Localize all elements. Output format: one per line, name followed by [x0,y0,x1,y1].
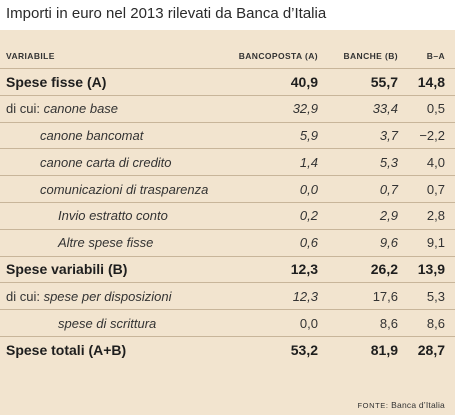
bancoposta-value: 12,3 [234,255,324,283]
bancoposta-value: 5,9 [234,121,324,149]
difference-value: 8,6 [406,309,455,337]
source-label: FONTE: [357,401,389,410]
row-label: Spese variabili (B) [0,255,234,283]
banche-value: 9,6 [324,228,406,257]
header-bancoposta: BANCOPOSTA (A) [238,51,318,61]
header-row: VARIABILE BANCOPOSTA (A) BANCHE (B) B–A [0,44,455,69]
banche-value: 33,4 [324,94,406,123]
banche-value: 55,7 [324,68,406,96]
table-row: spese di scrittura 0,0 8,6 8,6 [0,309,455,337]
data-table: VARIABILE BANCOPOSTA (A) BANCHE (B) B–A … [0,44,455,363]
banche-value: 8,6 [324,309,406,337]
table-row: Altre spese fisse 0,6 9,6 9,1 [0,228,455,257]
bancoposta-value: 0,6 [234,228,324,257]
source-text: Banca d’Italia [391,400,445,410]
table-row: canone bancomat 5,9 3,7 −2,2 [0,121,455,149]
row-label: Altre spese fisse [0,228,234,257]
row-label: Spese fisse (A) [0,68,234,96]
table-panel: VARIABILE BANCOPOSTA (A) BANCHE (B) B–A … [0,30,455,415]
row-label: Spese totali (A+B) [0,335,234,363]
table-row: comunicazioni di trasparenza 0,0 0,7 0,7 [0,175,455,203]
source-note: FONTE: Banca d’Italia [357,400,445,410]
bancoposta-value: 0,2 [234,201,324,230]
row-label: Invio estratto conto [0,201,234,230]
banche-value: 0,7 [324,175,406,203]
banche-value: 3,7 [324,121,406,149]
bancoposta-value: 53,2 [234,335,324,363]
banche-value: 5,3 [324,148,406,176]
table-row: Spese fisse (A) 40,9 55,7 14,8 [0,68,455,96]
difference-value: 0,5 [406,94,455,123]
difference-value: −2,2 [406,121,455,149]
banche-value: 17,6 [324,282,406,310]
row-label: di cui: canone base [0,94,234,123]
difference-value: 9,1 [406,228,455,257]
row-label: di cui: spese per disposizioni [0,282,234,310]
bancoposta-value: 40,9 [234,68,324,96]
table-row: Spese variabili (B) 12,3 26,2 13,9 [0,255,455,283]
banche-value: 26,2 [324,255,406,283]
row-prefix: di cui: [6,101,44,117]
banche-value: 2,9 [324,201,406,230]
table-row: canone carta di credito 1,4 5,3 4,0 [0,148,455,176]
difference-value: 4,0 [406,148,455,176]
bancoposta-value: 12,3 [234,282,324,310]
table-row: Invio estratto conto 0,2 2,9 2,8 [0,201,455,230]
table-row: di cui: spese per disposizioni 12,3 17,6… [0,282,455,310]
header-difference: B–A [426,51,445,61]
difference-value: 14,8 [406,68,455,96]
header-banche: BANCHE (B) [343,51,398,61]
row-label: spese di scrittura [0,309,234,337]
row-label: comunicazioni di trasparenza [0,175,234,203]
difference-value: 0,7 [406,175,455,203]
difference-value: 2,8 [406,201,455,230]
table-row: di cui: canone base 32,9 33,4 0,5 [0,94,455,123]
row-prefix: di cui: [6,288,44,304]
bancoposta-value: 32,9 [234,94,324,123]
difference-value: 5,3 [406,282,455,310]
bancoposta-value: 0,0 [234,175,324,203]
header-variabile: VARIABILE [6,51,55,61]
table-title: Importi in euro nel 2013 rilevati da Ban… [6,5,327,22]
bancoposta-value: 1,4 [234,148,324,176]
table-row: Spese totali (A+B) 53,2 81,9 28,7 [0,335,455,363]
banche-value: 81,9 [324,335,406,363]
difference-value: 28,7 [406,335,455,363]
row-label: canone carta di credito [0,148,234,176]
difference-value: 13,9 [406,255,455,283]
row-label: canone bancomat [0,121,234,149]
bancoposta-value: 0,0 [234,309,324,337]
